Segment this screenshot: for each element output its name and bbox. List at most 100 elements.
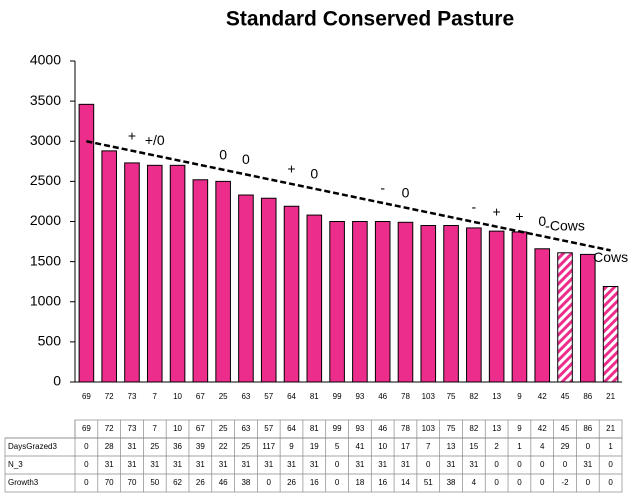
table-cell: 39 (196, 442, 205, 451)
annotation: + (493, 203, 501, 219)
y-tick-label: 1000 (30, 292, 61, 308)
x-tick-label: 99 (333, 392, 342, 401)
table-cell: -2 (561, 478, 569, 487)
annotation: Cows (593, 249, 628, 265)
table-cell: 38 (447, 478, 456, 487)
x-tick-label: 69 (82, 392, 91, 401)
table-cell: 31 (447, 460, 456, 469)
bar (488, 230, 505, 383)
table-cell: 5 (335, 442, 340, 451)
bar (420, 225, 437, 383)
table-header: 69 (82, 424, 91, 433)
table-cell: 14 (401, 478, 410, 487)
x-tick-label: 64 (287, 392, 296, 401)
table-header: 99 (333, 424, 342, 433)
bar (374, 221, 391, 383)
table-cell: 0 (335, 478, 340, 487)
table-cell: 7 (426, 442, 431, 451)
bar (352, 221, 368, 383)
annotation: 0 (538, 213, 546, 229)
table-cell: 17 (401, 442, 410, 451)
table-cell: 16 (378, 478, 387, 487)
table-header: 63 (241, 424, 250, 433)
table-header: 64 (287, 424, 296, 433)
annotation: + (128, 127, 136, 143)
table-cell: 0 (608, 460, 613, 469)
table-cell: 28 (105, 442, 114, 451)
table-cell: 31 (355, 460, 364, 469)
table-cell: 51 (424, 478, 433, 487)
table-cell: 0 (608, 478, 613, 487)
x-tick-label: 78 (401, 392, 410, 401)
table-cell: 31 (310, 460, 319, 469)
x-tick-label: 7 (153, 392, 158, 401)
table-cell: 31 (401, 460, 410, 469)
table-header: 67 (196, 424, 205, 433)
table-cell: 38 (241, 478, 250, 487)
bar (534, 248, 551, 383)
y-tick-label: 3000 (30, 132, 61, 148)
table-cell: 31 (105, 460, 114, 469)
annotation: 0 (242, 151, 250, 167)
table-header: 93 (355, 424, 364, 433)
x-tick-label: 75 (447, 392, 456, 401)
annotation: -Cows (545, 218, 585, 234)
table-header: 57 (264, 424, 273, 433)
table-cell: 31 (196, 460, 205, 469)
bar (329, 221, 345, 383)
table-cell: 26 (287, 478, 296, 487)
table-header: 103 (422, 424, 436, 433)
trend-line (86, 140, 611, 252)
table-header: 9 (517, 424, 522, 433)
table-cell: 0 (586, 442, 591, 451)
x-tick-label: 45 (561, 392, 570, 401)
table-cell: 70 (105, 478, 114, 487)
table-header: 25 (219, 424, 228, 433)
x-tick-label: 82 (469, 392, 478, 401)
table-cell: 15 (469, 442, 478, 451)
table-cell: 26 (196, 478, 205, 487)
annotation: + (515, 208, 523, 224)
table-header: 46 (378, 424, 387, 433)
bar (124, 162, 140, 383)
table-cell: 41 (355, 442, 364, 451)
annotation: - (472, 199, 477, 215)
table-cell: 31 (219, 460, 228, 469)
bar (602, 286, 619, 383)
table-header: 21 (606, 424, 615, 433)
bar (283, 205, 300, 383)
x-tick-label: 57 (264, 392, 273, 401)
table-cell: 25 (150, 442, 159, 451)
y-tick-label: 4000 (30, 52, 61, 68)
annotation: + (287, 161, 295, 177)
table-cell: 16 (310, 478, 319, 487)
table-cell: 25 (241, 442, 250, 451)
x-tick-label: 13 (492, 392, 501, 401)
table-header: 75 (447, 424, 456, 433)
table-header: 7 (153, 424, 158, 433)
table-cell: 62 (173, 478, 182, 487)
table-cell: 10 (378, 442, 387, 451)
x-tick-label: 86 (583, 392, 592, 401)
table-cell: 0 (586, 478, 591, 487)
x-tick-label: 10 (173, 392, 182, 401)
table-cell: 1 (608, 442, 613, 451)
table-cell: 31 (128, 460, 137, 469)
x-tick-label: 72 (105, 392, 114, 401)
bar (78, 103, 95, 383)
y-tick-label: 0 (53, 373, 61, 389)
table-cell: 4 (540, 442, 545, 451)
table-cell: 0 (426, 460, 431, 469)
bar (192, 179, 209, 383)
bar (260, 197, 277, 383)
table-cell: 31 (287, 460, 296, 469)
bar (557, 252, 573, 383)
table-cell: 0 (267, 478, 272, 487)
table-cell: 31 (241, 460, 250, 469)
x-tick-label: 63 (241, 392, 250, 401)
table-cell: 31 (128, 442, 137, 451)
table-cell: 1 (517, 442, 522, 451)
table-cell: 31 (173, 460, 182, 469)
bar (238, 194, 254, 383)
